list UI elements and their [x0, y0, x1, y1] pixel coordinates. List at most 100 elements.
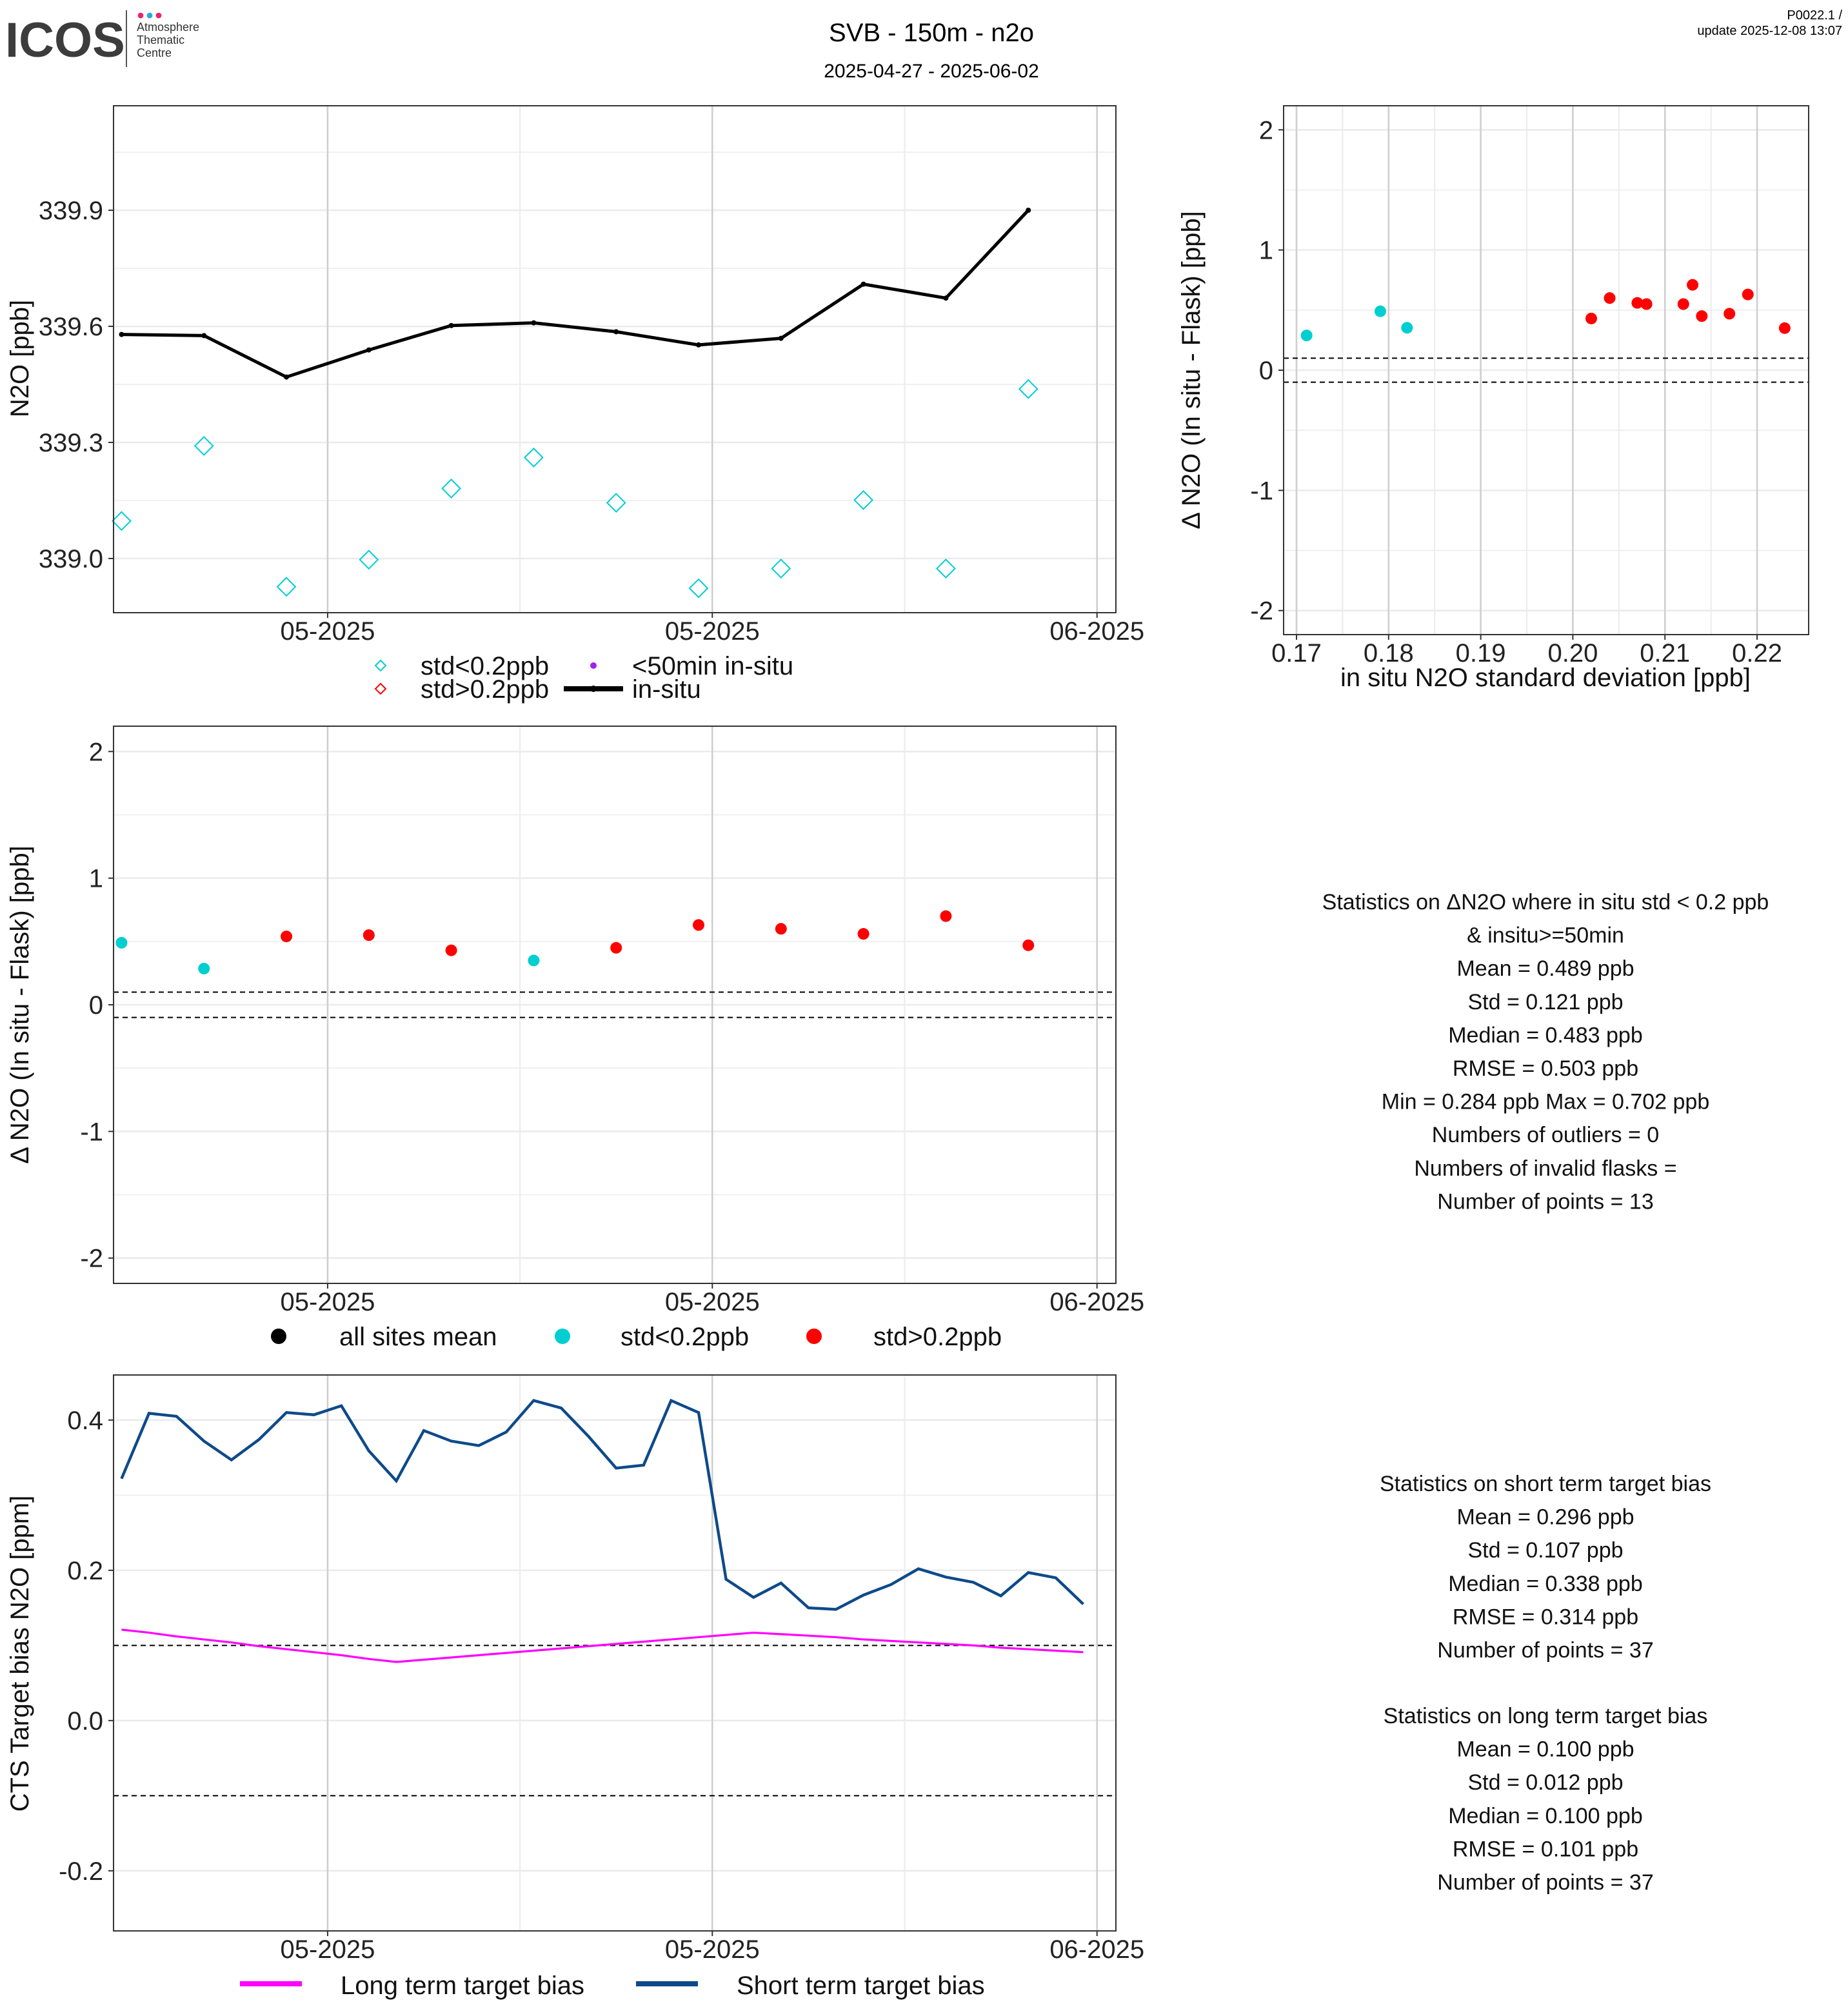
plot-background [114, 1375, 1116, 1931]
y-tick-label: 0.2 [67, 1557, 103, 1585]
data-point [610, 942, 622, 954]
page-title: SVB - 150m - n2o [829, 19, 1034, 47]
y-axis-title: N2O [ppb] [6, 300, 34, 417]
y-axis-title: CTS Target bias N2O [ppm] [6, 1496, 34, 1812]
logo-dot [155, 12, 162, 19]
data-point-diamond [771, 559, 791, 579]
statistics-panel: Statistics on ΔN2O where in situ std < 0… [1322, 890, 1769, 1895]
data-point [857, 928, 869, 940]
y-tick-label: -1 [80, 1118, 103, 1146]
stat-line: Std = 0.012 ppb [1467, 1770, 1623, 1795]
data-point [1687, 279, 1699, 291]
data-point-diamond [1018, 379, 1038, 399]
stat-line: & insitu>=50min [1467, 924, 1624, 948]
legend-label: Short term target bias [737, 1972, 985, 2000]
y-tick-label: 1 [1259, 237, 1273, 265]
y-axis-title: Δ N2O (In situ - Flask) [ppb] [6, 845, 34, 1164]
x-tick-label: 0.21 [1640, 639, 1690, 667]
data-point-in-situ [531, 320, 537, 326]
data-point-in-situ [448, 322, 454, 328]
stat-line: Statistics on long term target bias [1384, 1704, 1708, 1728]
data-point [775, 923, 787, 935]
data-point [1401, 322, 1413, 334]
plot-background [114, 106, 1116, 613]
data-point [1585, 312, 1597, 324]
legend: all sites mean std<0.2ppb std>0.2ppb [271, 1323, 1002, 1351]
x-tick-label: 05-2025 [281, 617, 375, 646]
data-point-in-situ [696, 342, 702, 348]
x-tick-label: 0.20 [1547, 639, 1598, 667]
data-point [1742, 288, 1754, 301]
data-point-diamond [441, 478, 462, 499]
data-point [363, 929, 375, 941]
stat-line: Number of points = 13 [1437, 1189, 1653, 1214]
x-axis-title: in situ N2O standard deviation [ppb] [1340, 664, 1751, 692]
data-point [1300, 330, 1313, 342]
stat-line: Number of points = 37 [1437, 1638, 1653, 1663]
stat-line: Mean = 0.489 ppb [1456, 956, 1634, 981]
logo-sub: Centre [137, 46, 172, 59]
y-axis-title: Δ N2O (In situ - Flask) [ppb] [1177, 211, 1206, 529]
logo-text: ICOS [5, 13, 125, 68]
data-point [281, 930, 293, 942]
data-point-diamond [524, 447, 544, 468]
y-tick-label: -0.2 [59, 1857, 103, 1886]
data-point-diamond [194, 435, 214, 456]
data-point-in-situ [366, 347, 372, 353]
x-tick-label: 05-2025 [665, 617, 760, 646]
data-point [1022, 939, 1035, 951]
data-point-in-situ [284, 374, 290, 380]
data-point [1640, 298, 1653, 310]
y-tick-label: 2 [1259, 116, 1273, 144]
plot-border [113, 726, 1117, 1284]
legend-label: std>0.2ppb [421, 675, 549, 704]
stat-line: Statistics on short term target bias [1380, 1472, 1711, 1496]
x-tick-label: 06-2025 [1049, 617, 1144, 646]
header: ICOS Atmosphere Thematic Centre SVB - 15… [5, 8, 1842, 82]
chart-target-bias: 0.4 0.2 0.0 -0.2 05-2025 05-2025 06-2025 CTS Ta… [6, 1374, 1144, 2000]
stat-line: Min = 0.284 ppb Max = 0.702 ppb [1382, 1090, 1709, 1114]
legend-label: all sites mean [339, 1323, 497, 1351]
legend-symbol [555, 1329, 570, 1344]
logo-sub: Atmosphere [137, 21, 199, 34]
y-tick-label: 1 [89, 865, 103, 893]
data-point [1604, 292, 1616, 304]
data-point-in-situ [1026, 208, 1031, 213]
data-point [445, 944, 457, 956]
stat-line: Mean = 0.296 ppb [1456, 1505, 1634, 1530]
x-tick-label: 0.22 [1732, 639, 1782, 667]
series-line-in-situ [121, 209, 1030, 379]
stat-line: Numbers of outliers = 0 [1432, 1123, 1659, 1147]
data-point-diamond [688, 578, 709, 598]
date-range: 2025-04-27 - 2025-06-02 [824, 61, 1039, 82]
legend: Long term target bias Short term target b… [240, 1972, 985, 2000]
data-point-diamond [374, 659, 387, 672]
data-point-in-situ [860, 281, 866, 287]
stat-line: Mean = 0.100 ppb [1456, 1737, 1634, 1762]
y-tick-label: 0 [1259, 357, 1273, 385]
y-tick-label: -2 [1250, 597, 1273, 626]
data-point [115, 936, 128, 949]
data-point-diamond [935, 559, 956, 579]
data-point-in-situ [201, 333, 207, 339]
stat-line: Median = 0.483 ppb [1448, 1023, 1643, 1047]
data-point-diamond [606, 493, 626, 513]
data-point [693, 919, 705, 931]
chart-delta-vs-std: 2 1 0 -1 -2 0.17 0.18 0.19 0.20 0.21 0.22 Δ N2O (In… [1177, 105, 1809, 692]
update-label: update 2025-12-08 13:07 [1697, 24, 1842, 38]
x-tick-label: 06-2025 [1049, 1935, 1144, 1964]
data-point [1677, 298, 1689, 310]
y-tick-label: 2 [89, 738, 103, 766]
legend-label: Long term target bias [341, 1972, 584, 2000]
plot-border [1283, 105, 1809, 635]
x-tick-label: 05-2025 [281, 1935, 375, 1964]
data-point-diamond [374, 682, 387, 695]
data-point-diamond [359, 549, 379, 570]
version-label: P0022.1 / [1787, 8, 1842, 23]
data-point [198, 962, 210, 974]
y-tick-label: -2 [80, 1245, 103, 1273]
logo-dot [146, 12, 153, 19]
legend-label: std<0.2ppb [421, 652, 549, 680]
data-point [1374, 305, 1386, 317]
